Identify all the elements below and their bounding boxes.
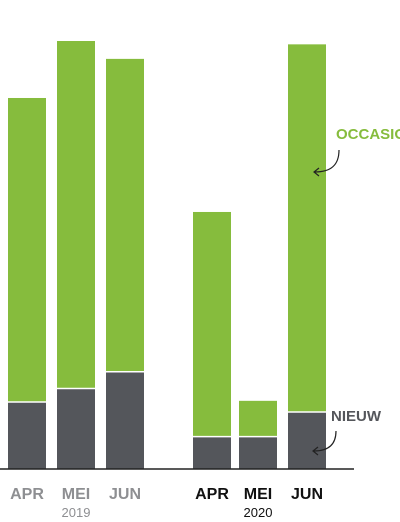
x-axis-labels: APR MEI JUN APR MEI JUN 2019 2020 <box>10 486 323 520</box>
x-tick-label-mei-2019: MEI <box>62 486 90 503</box>
x-tick-label-mei-2020: MEI <box>244 486 272 503</box>
bar-occasion-mei-2020 <box>239 400 277 437</box>
bar-nieuw-mei-2019 <box>57 388 95 469</box>
bar-nieuw-apr-2020 <box>193 436 231 469</box>
legend-label-nieuw: NIEUW <box>331 408 382 425</box>
bar-occasion-jun-2020 <box>288 44 326 413</box>
bars-layer <box>8 40 326 469</box>
bar-occasion-jun-2019 <box>106 58 144 372</box>
bar-nieuw-apr-2019 <box>8 401 46 469</box>
legend-pointer-nieuw-arrowhead <box>312 446 319 456</box>
x-tick-label-jun-2020: JUN <box>291 486 323 503</box>
bar-nieuw-jun-2019 <box>106 371 144 469</box>
x-tick-label-apr-2020: APR <box>195 486 229 503</box>
legend-label-occasion: OCCASION <box>336 126 400 143</box>
year-label-2020: 2020 <box>244 505 273 520</box>
bar-nieuw-jun-2020 <box>288 412 326 469</box>
legend-pointer-occasion-arrowhead <box>313 167 320 177</box>
bar-occasion-apr-2020 <box>193 211 231 437</box>
x-tick-label-jun-2019: JUN <box>109 486 141 503</box>
bar-nieuw-mei-2020 <box>239 436 277 469</box>
legend-pointer-occasion <box>314 149 340 173</box>
bar-occasion-apr-2019 <box>8 97 46 402</box>
bar-occasion-mei-2019 <box>57 40 95 389</box>
x-tick-label-apr-2019: APR <box>10 486 44 503</box>
year-label-2019: 2019 <box>62 505 91 520</box>
legend-pointer-nieuw <box>313 430 337 452</box>
